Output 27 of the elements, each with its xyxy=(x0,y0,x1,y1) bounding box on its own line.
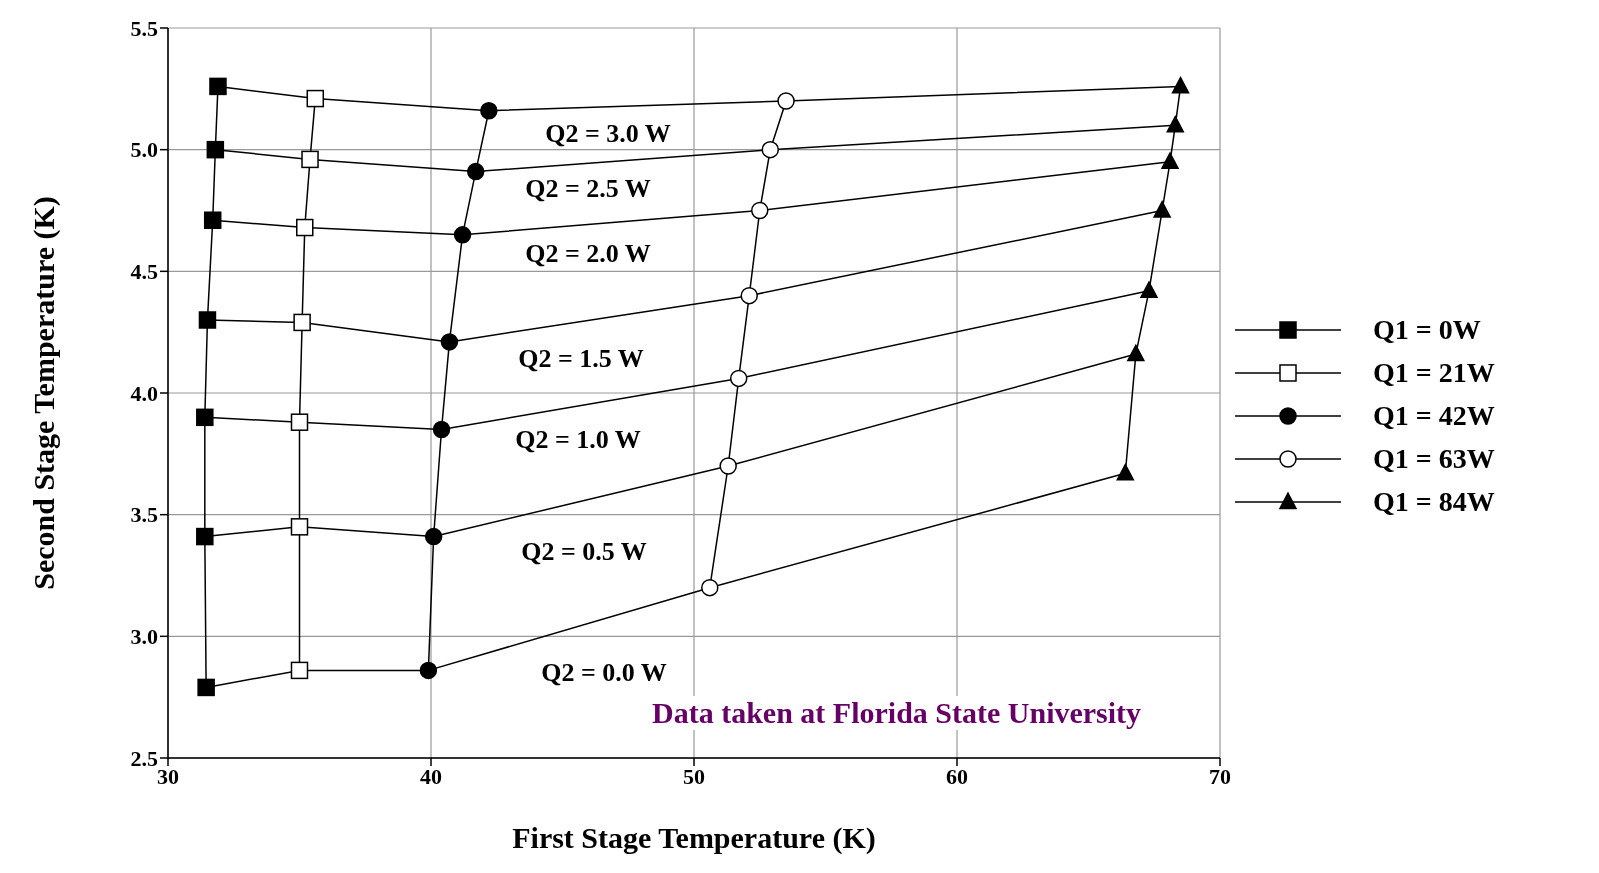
annotation: Q2 = 2.0 W xyxy=(525,239,651,269)
y-tick-label: 4.0 xyxy=(130,380,158,406)
y-tick-label: 3.5 xyxy=(130,502,158,528)
legend-label: Q1 = 0W xyxy=(1373,313,1481,346)
legend-label: Q1 = 21W xyxy=(1373,356,1495,389)
y-tick-label: 4.5 xyxy=(130,259,158,285)
y-tick-label: 5.0 xyxy=(130,137,158,163)
x-tick-label: 30 xyxy=(157,763,179,789)
legend-label: Q1 = 42W xyxy=(1373,399,1495,432)
legend-label: Q1 = 84W xyxy=(1373,485,1495,518)
y-tick-label: 2.5 xyxy=(130,745,158,771)
annotation: Q2 = 0.5 W xyxy=(521,537,647,567)
annotation: Q2 = 0.0 W xyxy=(541,658,667,688)
y-axis-title: Second Stage Temperature (K) xyxy=(26,196,61,590)
annotation: Data taken at Florida State University xyxy=(648,696,1146,730)
x-tick-label: 50 xyxy=(683,763,705,789)
x-tick-label: 70 xyxy=(1209,763,1231,789)
annotation: Q2 = 1.5 W xyxy=(518,344,644,374)
annotation: Q2 = 1.0 W xyxy=(515,425,641,455)
x-tick-label: 60 xyxy=(946,763,968,789)
annotation: Q2 = 3.0 W xyxy=(545,119,671,149)
y-tick-label: 3.0 xyxy=(130,624,158,650)
x-axis-title: First Stage Temperature (K) xyxy=(512,821,876,855)
y-tick-label: 5.5 xyxy=(130,15,158,41)
legend-label: Q1 = 63W xyxy=(1373,442,1495,475)
x-tick-label: 40 xyxy=(420,763,442,789)
annotation: Q2 = 2.5 W xyxy=(525,174,651,204)
